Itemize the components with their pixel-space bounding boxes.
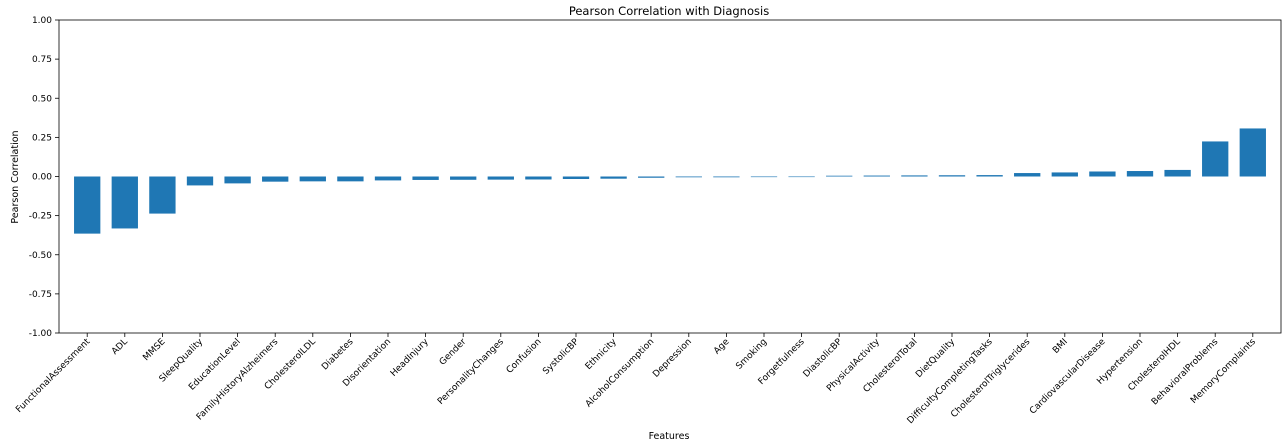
bar-Gender	[450, 176, 477, 180]
x-tick-label: HeadInjury	[389, 337, 431, 379]
bar-DietQuality	[938, 175, 966, 177]
x-tick-label: ADL	[110, 337, 130, 357]
bar-Disorientation	[374, 176, 402, 181]
bars-group	[74, 128, 1266, 234]
y-axis-title: Pearson Correlation	[10, 130, 21, 223]
y-tick-label: -1.00	[29, 329, 53, 339]
bar-Confusion	[525, 176, 552, 180]
x-tick-label: BMI	[1051, 337, 1070, 356]
bar-MMSE	[149, 176, 176, 214]
plot-frame	[58, 19, 1282, 334]
bar-FamilyHistoryAlzheimers	[262, 176, 289, 182]
y-tick-label: 1.00	[32, 16, 52, 26]
bar-CardiovascularDisease	[1089, 171, 1116, 177]
y-tick-label: -0.75	[29, 290, 52, 300]
y-tick-label: 0.50	[32, 94, 52, 104]
x-tick-label: Ethnicity	[584, 337, 619, 372]
x-tick-label: Smoking	[734, 337, 769, 372]
bar-EducationLevel	[224, 176, 251, 184]
bar-Smoking	[750, 176, 778, 178]
y-tick-label: -0.25	[29, 212, 52, 222]
y-axis: -1.00 -0.75 -0.50 -0.25 0.00 0.25 0.50 0.75 1.00	[29, 16, 59, 339]
x-tick-label: AlcoholConsumption	[584, 337, 656, 409]
bar-ADL	[111, 176, 138, 229]
bar-BehavioralProblems	[1202, 141, 1229, 177]
y-tick-label: 0.00	[32, 173, 52, 183]
x-tick-label: FunctionalAssessment	[14, 337, 92, 415]
bar-Forgetfulness	[788, 176, 815, 178]
x-tick-label: Gender	[438, 337, 469, 368]
bar-PhysicalActivity	[863, 175, 890, 177]
x-tick-label: Age	[712, 337, 732, 357]
bar-MemoryComplaints	[1239, 128, 1266, 177]
x-tick-label: PersonalityChanges	[436, 337, 506, 407]
bar-Depression	[675, 176, 702, 178]
x-tick-label: MemoryComplaints	[1189, 337, 1258, 406]
bar-SleepQuality	[186, 176, 214, 186]
x-tick-label: CholesterolTriglycerides	[949, 337, 1032, 420]
bar-Hypertension	[1126, 171, 1154, 177]
x-axis-title: Features	[649, 431, 690, 442]
bar-FunctionalAssessment	[74, 176, 101, 234]
y-tick-label: -0.50	[29, 251, 53, 261]
x-tick-label: Depression	[651, 337, 694, 380]
x-tick-label: BehavioralProblems	[1150, 337, 1221, 408]
chart-title: Pearson Correlation with Diagnosis	[569, 4, 769, 18]
x-tick-label: CardiovascularDisease	[1028, 337, 1108, 417]
bar-Ethnicity	[600, 176, 627, 179]
x-tick-label: SystolicBP	[541, 337, 581, 377]
bar-HeadInjury	[412, 176, 439, 180]
x-axis: FunctionalAssessment ADL MMSESleepQualityE…	[14, 333, 1258, 426]
bar-CholesterolHDL	[1164, 169, 1191, 177]
bar-CholesterolTriglycerides	[1014, 173, 1041, 177]
bar-CholesterolLDL	[299, 176, 326, 182]
bar-SystolicBP	[562, 176, 590, 180]
x-tick-label: MMSE	[141, 337, 167, 363]
bar-AlcoholConsumption	[638, 176, 665, 178]
y-tick-label: 0.75	[32, 55, 52, 65]
bar-PersonalityChanges	[487, 176, 514, 180]
x-tick-label: Diabetes	[320, 337, 356, 373]
y-tick-label: 0.25	[32, 133, 52, 143]
bar-Diabetes	[337, 176, 364, 182]
x-tick-label: Confusion	[505, 337, 544, 376]
bar-DifficultyCompletingTasks	[976, 175, 1003, 177]
bar-DiastolicBP	[826, 175, 853, 177]
bar-CholesterolTotal	[901, 175, 928, 177]
bar-BMI	[1051, 172, 1078, 177]
bar-Age	[713, 176, 740, 178]
